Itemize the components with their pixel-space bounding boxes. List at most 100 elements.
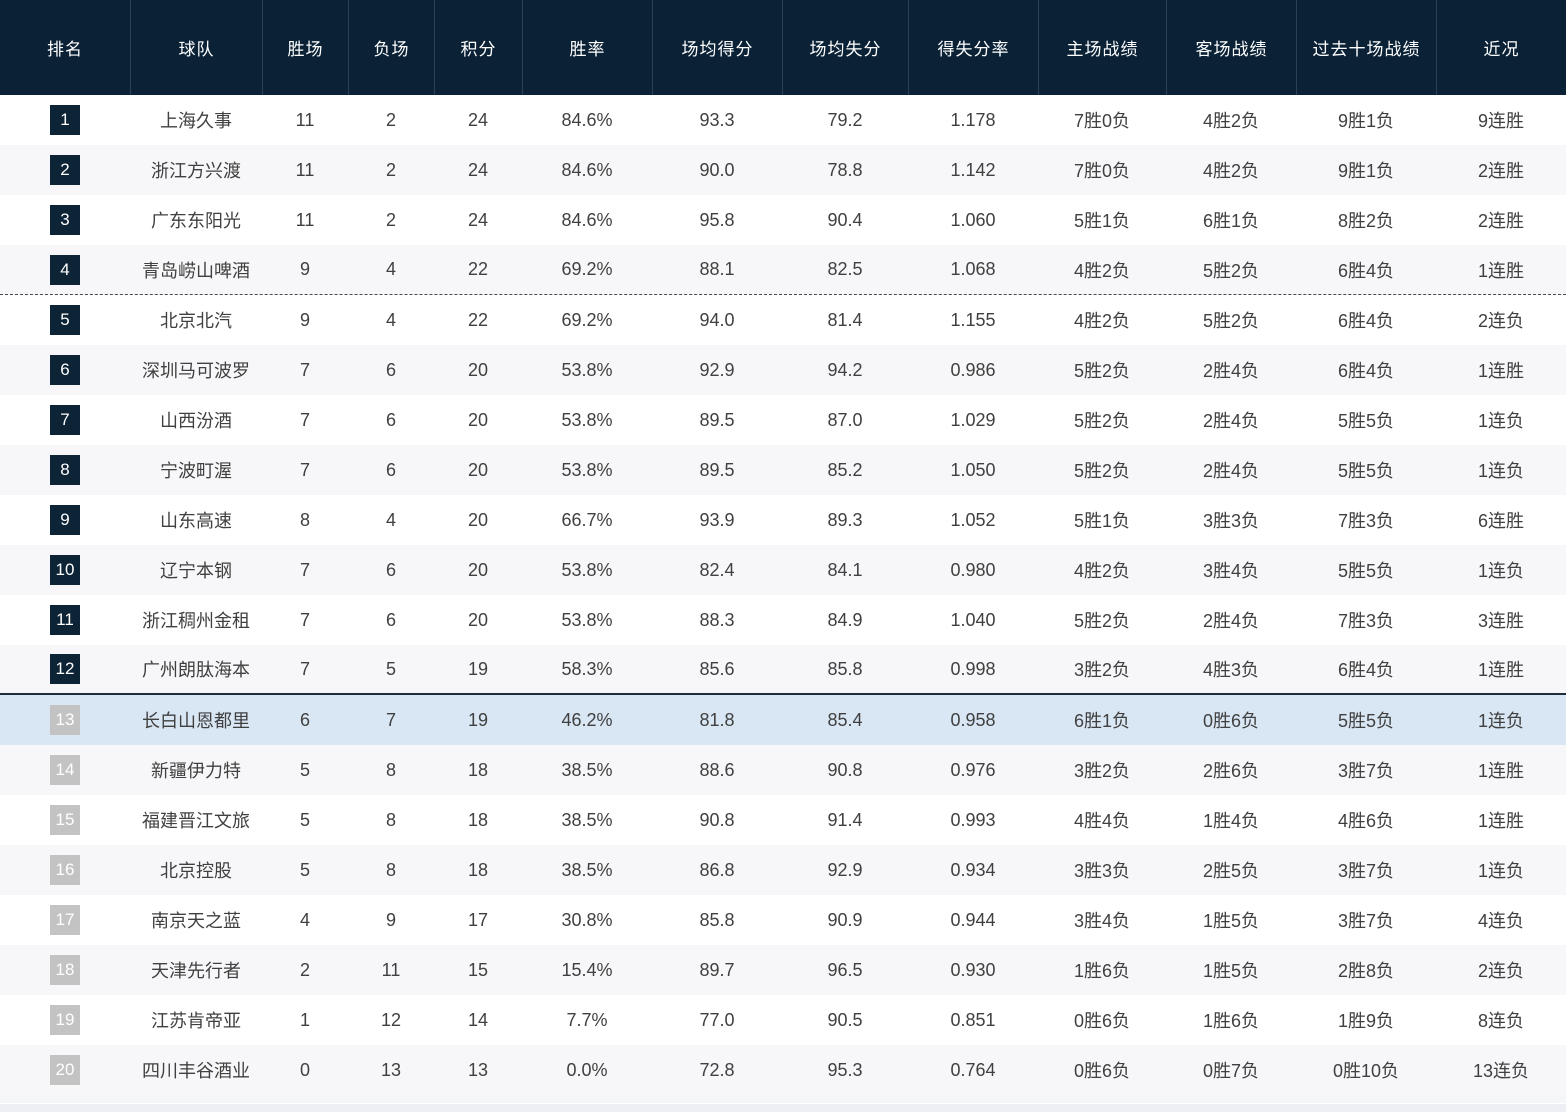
table-row: 18 天津先行者 2 11 15 15.4% 89.7 96.5 0.930 1胜6负 1胜5负 2胜… <box>0 945 1566 995</box>
cell-rank: 4 <box>0 245 130 294</box>
header-col-win_rate: 胜率 <box>522 0 652 95</box>
cell-score_ratio: 0.958 <box>950 709 996 730</box>
cell-home_record: 5胜2负 <box>1073 361 1131 381</box>
cell-avg_allowed: 85.8 <box>827 658 863 679</box>
cell-away_record: 3胜3负 <box>1202 511 1260 531</box>
cell-score_ratio: 0.934 <box>950 859 996 880</box>
table-row: 4 青岛崂山啤酒 9 4 22 69.2% 88.1 82.5 1.068 4胜2负 5胜2负 6胜4… <box>0 245 1566 295</box>
cell-win_rate: 53.8% <box>561 609 613 630</box>
cell-last10: 5胜5负 <box>1337 561 1395 581</box>
cell-streak: 6连胜 <box>1477 511 1524 531</box>
cell-avg_allowed: 82.5 <box>827 259 863 279</box>
cell-rank: 16 <box>0 845 130 895</box>
cell-score_ratio: 1.040 <box>950 609 996 630</box>
cell-avg_allowed: 90.5 <box>827 1009 863 1030</box>
cell-rank: 12 <box>0 645 130 693</box>
cell-avg_scored: 93.9 <box>699 509 735 530</box>
cell-losses: 6 <box>385 459 396 480</box>
cell-away_record: 2胜4负 <box>1202 611 1260 631</box>
cell-avg_scored: 90.0 <box>699 159 735 180</box>
cell-streak: 1连负 <box>1477 461 1524 481</box>
cell-away_record: 1胜4负 <box>1202 811 1260 831</box>
cell-avg_allowed: 81.4 <box>827 309 863 330</box>
cell-home_record: 1胜6负 <box>1073 961 1131 981</box>
cell-losses: 7 <box>385 709 396 730</box>
cell-losses: 8 <box>385 759 396 780</box>
cell-home_record: 5胜2负 <box>1073 411 1131 431</box>
cell-team: 福建晋江文旅 <box>142 811 250 831</box>
cell-points: 22 <box>467 309 489 330</box>
cell-team: 山东高速 <box>160 511 232 531</box>
cell-losses: 4 <box>385 509 396 530</box>
cell-last10: 7胜3负 <box>1337 611 1395 631</box>
cell-home_record: 4胜2负 <box>1073 561 1131 581</box>
cell-win_rate: 38.5% <box>561 759 613 780</box>
cell-last10: 5胜5负 <box>1337 711 1395 731</box>
table-body: 1 上海久事 11 2 24 84.6% 93.3 79.2 1.178 7胜0负 4胜2负 9胜1负… <box>0 95 1566 1095</box>
cell-points: 14 <box>467 1009 489 1030</box>
header-col-avg_scored: 场均得分 <box>652 0 782 95</box>
cell-avg_allowed: 85.2 <box>827 459 863 480</box>
rank-badge: 20 <box>50 1055 80 1085</box>
cell-wins: 5 <box>299 759 310 780</box>
cell-score_ratio: 1.060 <box>950 209 996 230</box>
cell-wins: 7 <box>299 459 310 480</box>
table-row: 12 广州朗肽海本 7 5 19 58.3% 85.6 85.8 0.998 3胜2负 4胜3负 6胜… <box>0 645 1566 695</box>
cell-streak: 2连胜 <box>1477 211 1524 231</box>
cell-wins: 7 <box>299 409 310 430</box>
cell-home_record: 4胜2负 <box>1073 311 1131 331</box>
cell-home_record: 0胜6负 <box>1073 1011 1131 1031</box>
cell-score_ratio: 0.976 <box>950 759 996 780</box>
cell-team: 北京控股 <box>160 861 232 881</box>
cell-avg_scored: 85.8 <box>699 909 735 930</box>
cell-team: 新疆伊力特 <box>151 761 241 781</box>
cell-away_record: 1胜5负 <box>1202 961 1260 981</box>
cell-team: 天津先行者 <box>151 961 241 981</box>
rank-badge: 9 <box>50 505 80 535</box>
cell-away_record: 1胜6负 <box>1202 1011 1260 1031</box>
cell-losses: 4 <box>385 259 396 279</box>
cell-last10: 9胜1负 <box>1337 161 1395 181</box>
cell-team: 广州朗肽海本 <box>142 660 250 680</box>
cell-streak: 3连胜 <box>1477 611 1524 631</box>
cell-losses: 2 <box>385 209 396 230</box>
cell-last10: 3胜7负 <box>1337 761 1395 781</box>
cell-last10: 6胜4负 <box>1337 361 1395 381</box>
cell-team: 浙江稠州金租 <box>142 611 250 631</box>
rank-badge: 14 <box>50 755 80 785</box>
table-row: 6 深圳马可波罗 7 6 20 53.8% 92.9 94.2 0.986 5胜2负 2胜4负 6胜4… <box>0 345 1566 395</box>
rank-badge: 1 <box>50 105 80 135</box>
cell-avg_allowed: 91.4 <box>827 809 863 830</box>
cell-losses: 12 <box>380 1009 402 1030</box>
cell-home_record: 6胜1负 <box>1073 711 1131 731</box>
cell-avg_scored: 88.6 <box>699 759 735 780</box>
cell-rank: 2 <box>0 145 130 195</box>
cell-losses: 6 <box>385 559 396 580</box>
cell-losses: 9 <box>385 909 396 930</box>
cell-streak: 9连胜 <box>1477 111 1524 131</box>
cell-streak: 13连负 <box>1472 1061 1530 1081</box>
cell-avg_scored: 95.8 <box>699 209 735 230</box>
cell-team: 宁波町渥 <box>160 461 232 481</box>
cell-away_record: 4胜2负 <box>1202 161 1260 181</box>
cell-rank: 14 <box>0 745 130 795</box>
cell-away_record: 6胜1负 <box>1202 211 1260 231</box>
cell-avg_scored: 77.0 <box>699 1009 735 1030</box>
cell-last10: 5胜5负 <box>1337 411 1395 431</box>
cell-away_record: 4胜2负 <box>1202 111 1260 131</box>
cell-win_rate: 69.2% <box>561 259 613 279</box>
cell-rank: 7 <box>0 395 130 445</box>
table-row: 7 山西汾酒 7 6 20 53.8% 89.5 87.0 1.029 5胜2负 2胜4负 5胜5负 1… <box>0 395 1566 445</box>
cell-win_rate: 38.5% <box>561 859 613 880</box>
cell-away_record: 0胜6负 <box>1202 711 1260 731</box>
cell-streak: 1连负 <box>1477 861 1524 881</box>
cell-avg_allowed: 79.2 <box>827 109 863 130</box>
cell-score_ratio: 0.930 <box>950 959 996 980</box>
rank-badge: 3 <box>50 205 80 235</box>
rank-badge: 16 <box>50 855 80 885</box>
cell-score_ratio: 0.993 <box>950 809 996 830</box>
table-row: 19 江苏肯帝亚 1 12 14 7.7% 77.0 90.5 0.851 0胜6负 1胜6负 1胜9… <box>0 995 1566 1045</box>
cell-last10: 2胜8负 <box>1337 961 1395 981</box>
cell-team: 上海久事 <box>160 111 232 131</box>
cell-wins: 5 <box>299 859 310 880</box>
